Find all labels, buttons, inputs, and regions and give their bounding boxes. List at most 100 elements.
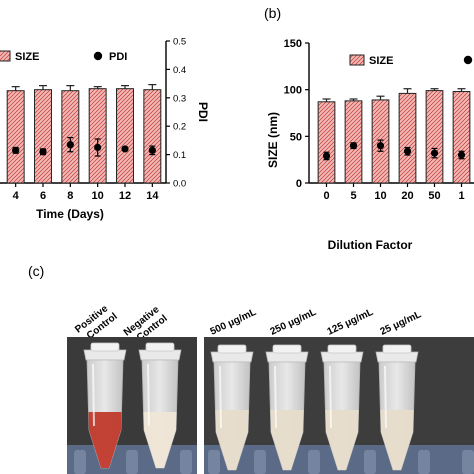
size-bar bbox=[425, 90, 444, 184]
rack-peg bbox=[308, 450, 320, 474]
panel-a-bars bbox=[6, 84, 162, 184]
legend-swatch-point bbox=[93, 51, 103, 61]
panel-c-label: (c) bbox=[28, 263, 44, 279]
y2-tick-label: 0.3 bbox=[173, 93, 186, 104]
data-point bbox=[430, 149, 439, 157]
panel-b-points bbox=[322, 139, 466, 161]
size-bar bbox=[452, 91, 471, 184]
legend-label: SIZE bbox=[15, 51, 39, 63]
size-bar bbox=[116, 88, 134, 184]
panel-b-bars bbox=[317, 88, 471, 184]
data-point bbox=[322, 152, 331, 160]
x-tick-label: 12 bbox=[119, 190, 131, 202]
x-tick-label: 10 bbox=[92, 190, 104, 202]
y2-tick-label: 0.0 bbox=[173, 179, 186, 190]
panel-a-y2label: PDI bbox=[196, 102, 210, 122]
x-tick-label: 10 bbox=[374, 190, 386, 202]
data-point bbox=[148, 146, 156, 154]
x-tick-label: 14 bbox=[146, 190, 159, 202]
data-point bbox=[12, 146, 20, 154]
rack-peg bbox=[364, 450, 376, 474]
size-bar bbox=[143, 89, 162, 184]
size-bar bbox=[88, 88, 107, 184]
size-bar bbox=[6, 90, 25, 184]
y-tick-label: 0 bbox=[296, 178, 302, 190]
legend-label: SIZE bbox=[369, 55, 393, 67]
tube-highlight bbox=[329, 365, 332, 429]
x-tick-label: 5 bbox=[350, 190, 356, 202]
panel-b-legend: SIZE bbox=[349, 54, 473, 67]
size-bar bbox=[317, 101, 336, 184]
tube-highlight bbox=[219, 365, 222, 429]
tube-250 bbox=[265, 344, 309, 471]
x-tick-label: 0 bbox=[323, 190, 329, 202]
tube-125 bbox=[320, 344, 364, 471]
y2-tick-label: 0.1 bbox=[173, 150, 186, 161]
y-tick-label: 50 bbox=[290, 131, 302, 143]
x-tick-label: 6 bbox=[40, 190, 46, 202]
tube-lid bbox=[90, 342, 120, 352]
legend-label: PDI bbox=[109, 51, 127, 63]
data-point bbox=[376, 142, 385, 150]
legend-swatch-size bbox=[0, 50, 11, 62]
y2-tick-label: 0.5 bbox=[173, 37, 186, 48]
x-tick-label: 1 bbox=[458, 190, 464, 202]
size-bar bbox=[344, 100, 363, 184]
panel-a-chart: SIZE PDI 0.0 0.1 0.2 0.3 0.4 0.5 4 6 8 10 12 14 Time… bbox=[0, 37, 210, 221]
tube-positive-control bbox=[83, 342, 127, 469]
photo-right bbox=[204, 337, 474, 474]
x-tick-label: 4 bbox=[13, 190, 20, 202]
tube-liquid bbox=[215, 410, 249, 470]
panel-a-points bbox=[12, 136, 156, 157]
size-bar bbox=[61, 90, 80, 184]
tube-highlight bbox=[147, 363, 150, 427]
rack-peg bbox=[126, 450, 138, 474]
tube-cap bbox=[320, 351, 364, 363]
tube-cap bbox=[138, 349, 182, 361]
tube-lid bbox=[327, 344, 357, 354]
x-tick-label: 8 bbox=[67, 190, 73, 202]
legend-swatch-size bbox=[349, 54, 365, 66]
data-point bbox=[403, 147, 412, 155]
panel-a-axes: 0.0 0.1 0.2 0.3 0.4 0.5 4 6 8 10 12 14 bbox=[0, 37, 186, 202]
rack-peg bbox=[74, 450, 86, 474]
y-tick-label: 150 bbox=[284, 38, 302, 50]
tube-highlight bbox=[274, 365, 277, 429]
tube-liquid bbox=[380, 410, 414, 470]
tube-liquid bbox=[88, 412, 122, 468]
tube-lid bbox=[217, 344, 247, 354]
panel-b-ylabel: SIZE (nm) bbox=[266, 112, 280, 168]
rack-peg bbox=[254, 450, 266, 474]
tube-cap bbox=[210, 351, 254, 363]
tube-highlight bbox=[92, 363, 95, 427]
y-tick-label: 100 bbox=[284, 85, 302, 97]
tube-label-250: 250 μg/mL bbox=[269, 307, 318, 338]
size-bar bbox=[34, 89, 52, 184]
tube-label-125: 125 μg/mL bbox=[326, 307, 375, 338]
data-point bbox=[349, 142, 358, 150]
tube-liquid bbox=[325, 410, 359, 470]
rack-peg bbox=[418, 450, 430, 474]
tube-negative-control bbox=[138, 342, 182, 469]
size-bar bbox=[398, 92, 417, 184]
data-point bbox=[457, 151, 466, 159]
photo-left bbox=[67, 337, 197, 474]
data-point bbox=[121, 145, 129, 153]
tube-500 bbox=[210, 344, 254, 471]
rack-peg bbox=[180, 450, 192, 474]
tube-label-25: 25 μg/mL bbox=[379, 309, 423, 338]
data-point bbox=[94, 143, 102, 152]
x-tick-label: 20 bbox=[401, 190, 413, 202]
tube-lid bbox=[145, 342, 175, 352]
tube-lid bbox=[382, 344, 412, 354]
y2-tick-label: 0.4 bbox=[173, 65, 186, 76]
panel-b-label: (b) bbox=[264, 5, 281, 21]
data-point bbox=[66, 141, 74, 149]
tube-liquid bbox=[270, 410, 304, 470]
tube-lid bbox=[272, 344, 302, 354]
data-point bbox=[39, 148, 47, 156]
tube-label-500: 500 μg/mL bbox=[209, 307, 258, 338]
tube-cap bbox=[83, 349, 127, 361]
